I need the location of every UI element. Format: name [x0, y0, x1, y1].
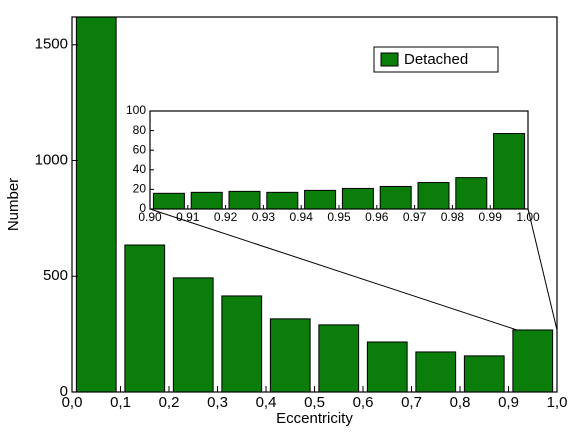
x-tick-label: 0,7 [401, 394, 422, 411]
x-tick-label: 0,3 [207, 394, 228, 411]
x-tick-label: 0,6 [353, 394, 374, 411]
x-tick-label: 0.93 [252, 210, 276, 224]
connector [149, 208, 518, 331]
y-tick-label: 0 [139, 201, 146, 215]
bar [228, 190, 261, 209]
bar [417, 182, 450, 209]
y-tick-label: 80 [133, 123, 147, 137]
x-tick-label: 1.00 [516, 210, 540, 224]
x-tick-label: 0.92 [214, 210, 238, 224]
bar [172, 277, 214, 392]
x-tick-label: 0,8 [450, 394, 471, 411]
bar [152, 192, 185, 209]
bar [366, 341, 408, 392]
x-tick-label: 1,0 [547, 394, 568, 411]
y-tick-label: 40 [133, 162, 147, 176]
connector [527, 208, 558, 331]
x-tick-label: 0,9 [498, 394, 519, 411]
y-tick-label: 20 [133, 182, 147, 196]
x-tick-label: 0.98 [441, 210, 465, 224]
bars [75, 17, 554, 392]
bar [415, 351, 457, 392]
legend-label: Detached [404, 51, 468, 68]
bar [266, 191, 299, 209]
y-tick-label: 0 [60, 383, 68, 400]
y-tick-label: 100 [126, 103, 146, 117]
bar [75, 17, 117, 392]
x-tick-label: 0,2 [159, 394, 180, 411]
bar [493, 133, 526, 209]
x-tick-label: 0.96 [365, 210, 389, 224]
bar [190, 191, 223, 209]
x-tick-label: 0,0 [62, 394, 83, 411]
x-tick-label: 0,4 [256, 394, 277, 411]
y-axis-label: Number [5, 178, 22, 231]
y-tick-label: 500 [43, 267, 68, 284]
bar [379, 185, 412, 209]
bar [455, 177, 488, 209]
y-tick-label: 1000 [35, 151, 68, 168]
x-tick-label: 0.91 [176, 210, 200, 224]
bar [124, 244, 166, 392]
bar [304, 189, 337, 209]
x-tick-label: 0.99 [479, 210, 503, 224]
x-axis-label: Eccentricity [276, 410, 353, 427]
y-tick-label: 1500 [35, 36, 68, 53]
bar [512, 329, 554, 392]
x-tick-label: 0.94 [290, 210, 314, 224]
x-tick-label: 0.95 [327, 210, 351, 224]
x-tick-label: 0.97 [403, 210, 427, 224]
legend-swatch [380, 52, 399, 67]
bar [318, 324, 360, 392]
bars [152, 133, 526, 209]
y-tick-label: 60 [133, 142, 147, 156]
bar [463, 355, 505, 392]
x-tick-label: 0,5 [304, 394, 325, 411]
bar [269, 318, 311, 392]
x-tick-label: 0,1 [110, 394, 131, 411]
x-tick-label: 0.90 [138, 210, 162, 224]
bar [221, 295, 263, 392]
bar [341, 187, 374, 209]
